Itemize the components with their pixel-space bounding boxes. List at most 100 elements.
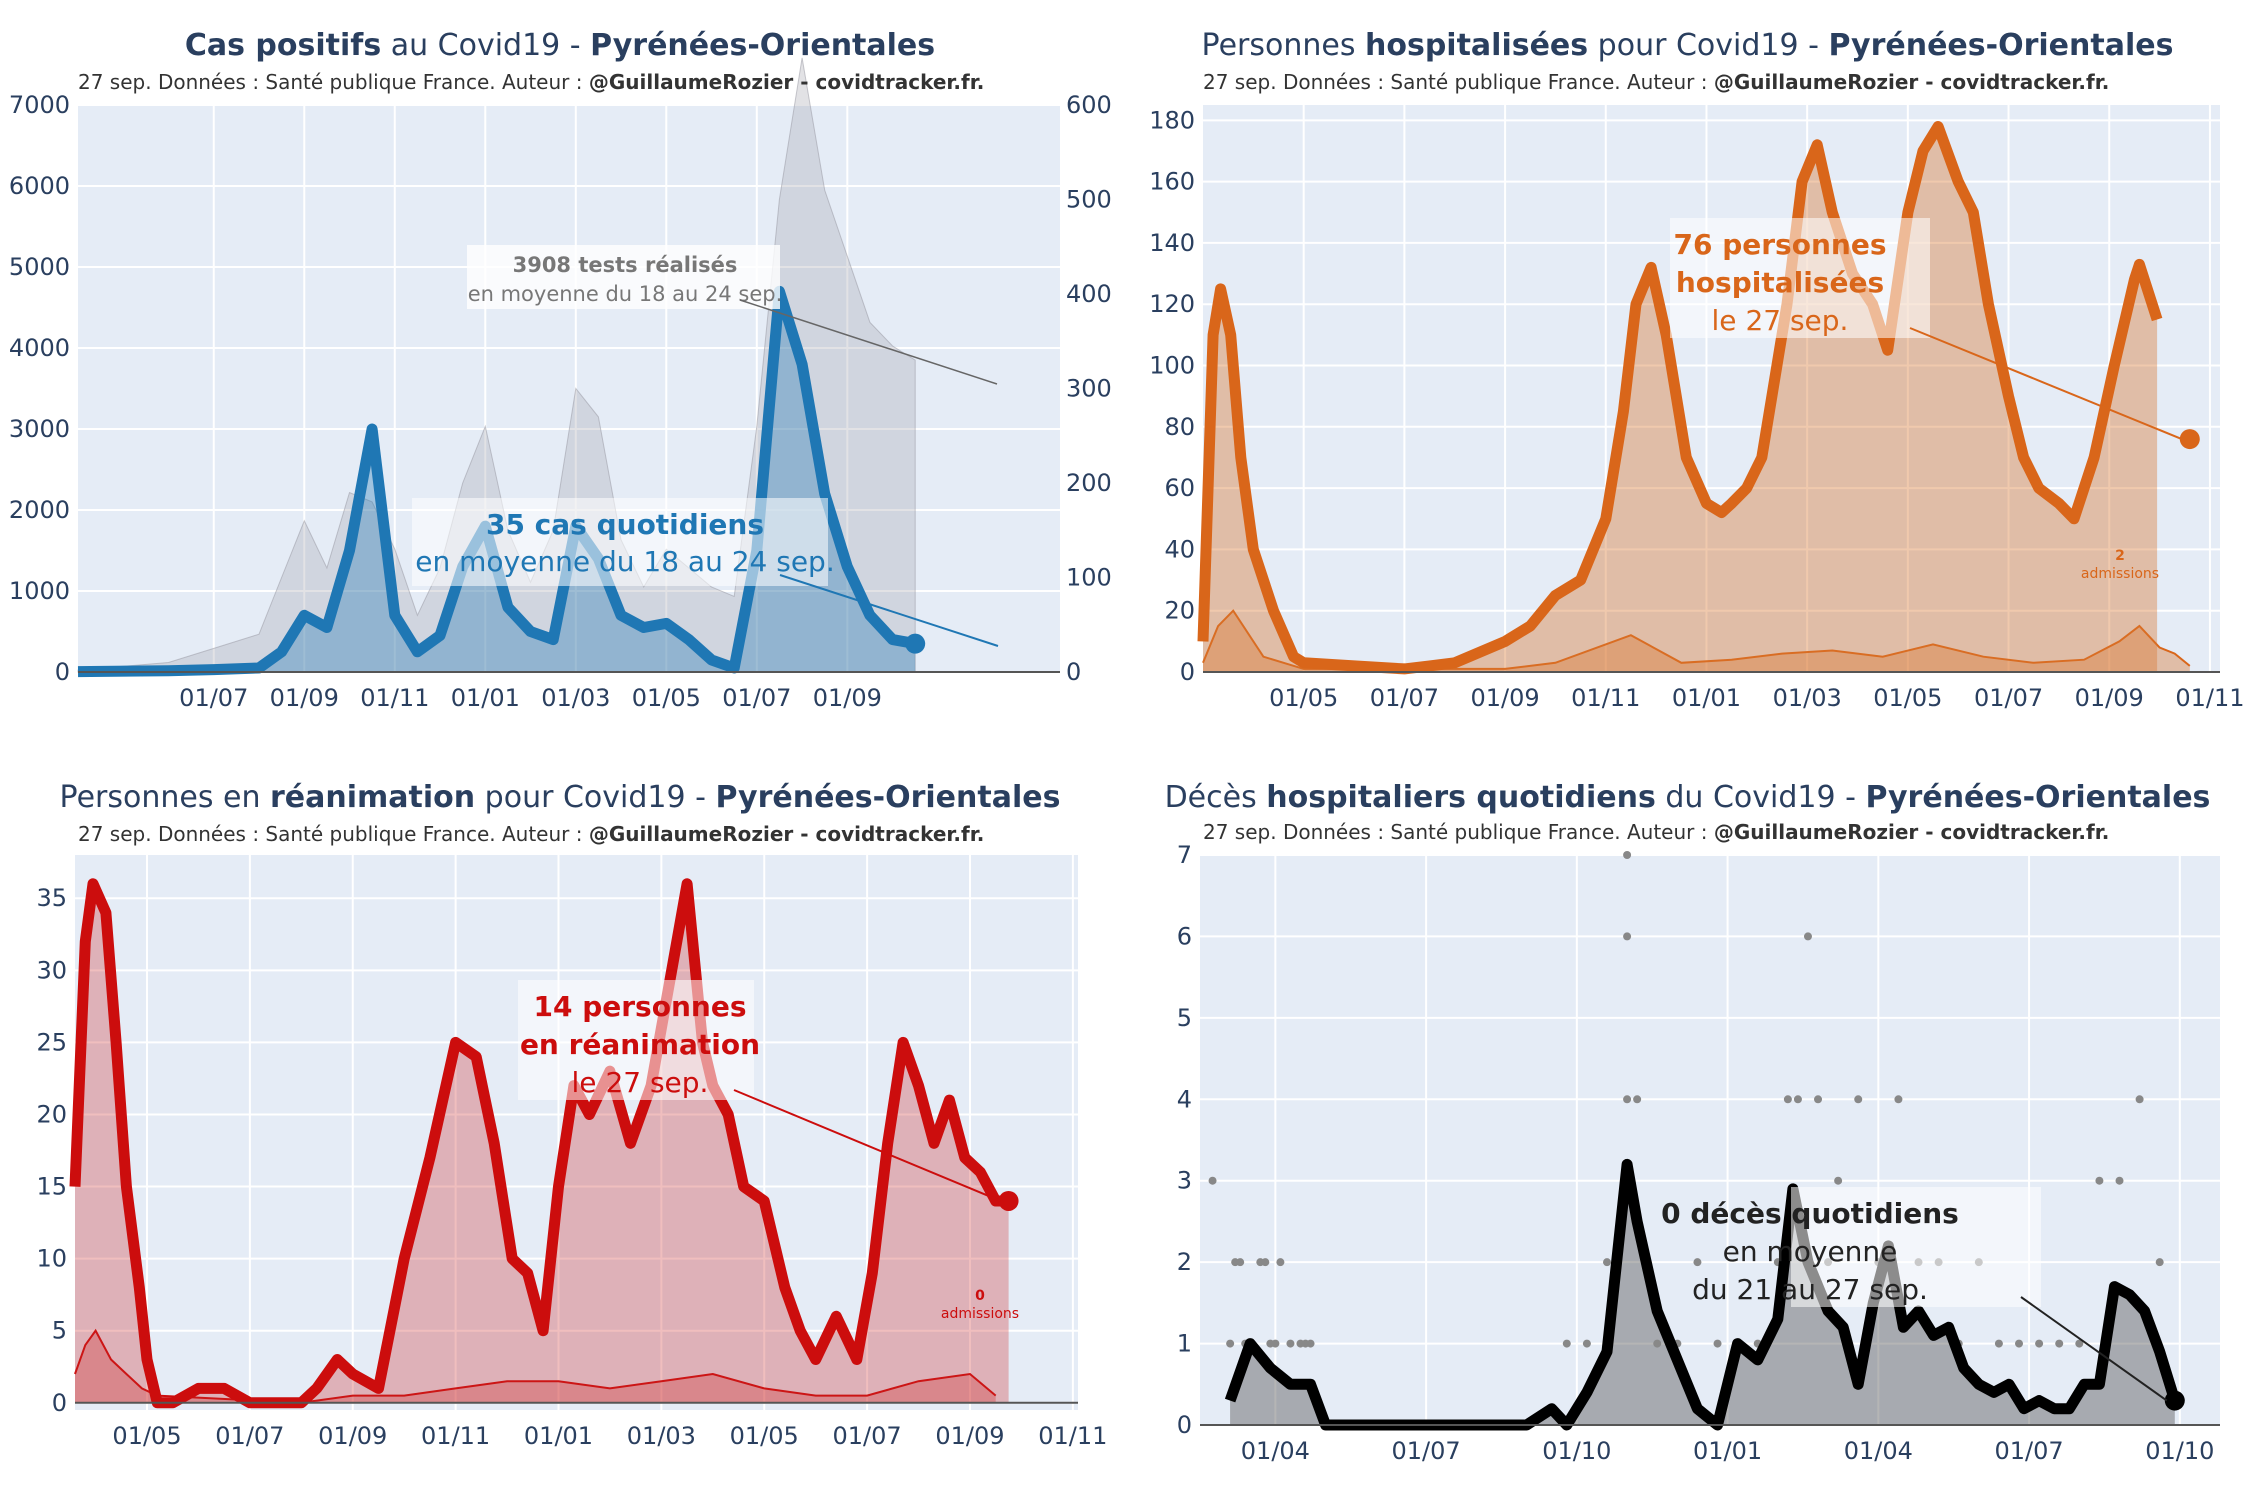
x-tick-label: 01/01 bbox=[451, 684, 520, 712]
y-tick-label: 35 bbox=[36, 884, 67, 912]
annotation-arrow bbox=[2020, 1296, 2168, 1402]
x-tick-label: 01/11 bbox=[1571, 684, 1640, 712]
annotation-arrow bbox=[739, 299, 998, 385]
title-part: hospitalisées bbox=[1365, 28, 1589, 63]
chart-panel-cas: Cas positifs au Covid19 - Pyrénées-Orien… bbox=[0, 0, 1120, 740]
scatter-point bbox=[2075, 1339, 2084, 1348]
chart-source: 27 sep. Données : Santé publique France.… bbox=[78, 70, 985, 94]
scatter-point bbox=[1633, 1095, 1642, 1104]
scatter-point bbox=[1623, 1095, 1632, 1104]
y-tick-label: 4000 bbox=[9, 334, 70, 362]
title-part: au Covid19 - bbox=[381, 28, 591, 63]
x-tick-label: 01/05 bbox=[1873, 684, 1942, 712]
plot-background bbox=[1200, 855, 2220, 1425]
x-tick-label: 01/07 bbox=[1974, 684, 2043, 712]
y-tick-label: 140 bbox=[1149, 229, 1195, 257]
x-tick-label: 01/11 bbox=[421, 1422, 490, 1450]
x-tick-label: 01/05 bbox=[632, 684, 701, 712]
y-tick-label: 160 bbox=[1149, 168, 1195, 196]
y-tick-label: 5000 bbox=[9, 253, 70, 281]
chart-title: Cas positifs au Covid19 - Pyrénées-Orien… bbox=[0, 28, 1120, 63]
chart-svg-rea: 0 5 10 15 20 25 30 35 01/05 01/07 01/09 01/11 01/01 0… bbox=[36, 855, 1107, 1450]
x-tick-label: 01/10 bbox=[2145, 1437, 2214, 1465]
scatter-point bbox=[2095, 1176, 2104, 1185]
x-tick-label: 01/09 bbox=[813, 684, 882, 712]
x-tick-label: 01/10 bbox=[1542, 1437, 1611, 1465]
scatter-point bbox=[1693, 1258, 1702, 1267]
y2-tick-label: 400 bbox=[1066, 280, 1112, 308]
chart-svg-deces: 0 1 2 3 4 5 6 7 01/04 01/07 01/10 01/01 01/04 01/07 01… bbox=[1177, 841, 2220, 1465]
title-part: hospitaliers quotidiens bbox=[1266, 780, 1656, 815]
x-tick-label: 01/01 bbox=[1693, 1437, 1762, 1465]
y2-tick-label: 300 bbox=[1066, 375, 1112, 403]
scatter-point bbox=[1261, 1258, 1270, 1267]
title-part: pour Covid19 - bbox=[475, 780, 716, 815]
title-part: Pyrénées-Orientales bbox=[1865, 780, 2211, 815]
scatter-point bbox=[2055, 1339, 2064, 1348]
annotation-value: 14 personnes bbox=[534, 990, 747, 1023]
scatter-point bbox=[1226, 1339, 1235, 1348]
last-value-marker bbox=[998, 1190, 1019, 1211]
scatter-point bbox=[1276, 1258, 1285, 1267]
x-tick-label: 01/03 bbox=[1773, 684, 1842, 712]
scatter-point bbox=[1653, 1339, 1662, 1348]
x-tick-label: 01/07 bbox=[1370, 684, 1439, 712]
annotation-value: 0 décès quotidiens bbox=[1661, 1197, 1959, 1230]
y-tick-label: 0 bbox=[1177, 1411, 1192, 1439]
y-tick-label: 15 bbox=[36, 1173, 67, 1201]
scatter-point bbox=[1783, 1095, 1792, 1104]
annotation-box bbox=[518, 980, 754, 1100]
scatter-point bbox=[1793, 1095, 1802, 1104]
plot-background bbox=[1203, 105, 2220, 672]
title-part: Personnes en bbox=[59, 780, 271, 815]
y-tick-label: 5 bbox=[1177, 1004, 1192, 1032]
x-tick-label: 01/01 bbox=[524, 1422, 593, 1450]
title-part: Personnes bbox=[1201, 28, 1365, 63]
y2-tick-label: 500 bbox=[1066, 186, 1112, 214]
admissions-value: 2 bbox=[2115, 548, 2125, 564]
annotation-detail: en moyenne du 18 au 24 sep. bbox=[415, 545, 834, 578]
y-tick-label: 6 bbox=[1177, 922, 1192, 950]
title-part: Décès bbox=[1164, 780, 1267, 815]
annotation-detail: en moyenne du 18 au 24 sep. bbox=[468, 282, 783, 306]
y-tick-label: 0 bbox=[52, 1389, 67, 1417]
scatter-point bbox=[1854, 1095, 1863, 1104]
series-area bbox=[1230, 1164, 2175, 1425]
x-tick-label: 01/11 bbox=[2175, 684, 2244, 712]
admissions-area bbox=[1203, 610, 2190, 672]
chart-svg-hosp: 0 20 40 60 80 100 120 140 160 180 01/05 01/07 01/09 0… bbox=[1149, 105, 2245, 712]
scatter-point bbox=[2015, 1339, 2024, 1348]
x-tick-label: 01/05 bbox=[730, 1422, 799, 1450]
chart-panel-deces: Décès hospitaliers quotidiens du Covid19… bbox=[1125, 750, 2250, 1500]
x-tick-label: 01/07 bbox=[179, 684, 248, 712]
y2-tick-label: 200 bbox=[1066, 469, 1112, 497]
y-tick-label: 6000 bbox=[9, 172, 70, 200]
scatter-point bbox=[2115, 1176, 2124, 1185]
chart-panel-hosp: Personnes hospitalisées pour Covid19 - P… bbox=[1125, 0, 2250, 740]
x-tick-label: 01/03 bbox=[541, 684, 610, 712]
annotation-box bbox=[1791, 1187, 2041, 1307]
title-part: pour Covid19 - bbox=[1588, 28, 1829, 63]
chart-source: 27 sep. Données : Santé publique France.… bbox=[1203, 820, 2110, 844]
scatter-point bbox=[1271, 1339, 1280, 1348]
title-part: du Covid19 - bbox=[1655, 780, 1866, 815]
chart-source: 27 sep. Données : Santé publique France.… bbox=[78, 822, 985, 846]
y-tick-label: 3000 bbox=[9, 415, 70, 443]
y-tick-label: 30 bbox=[36, 956, 67, 984]
y2-tick-label: 0 bbox=[1066, 658, 1081, 686]
last-value-marker bbox=[2179, 429, 2200, 450]
series-area bbox=[75, 883, 1009, 1403]
x-tick-label: 01/11 bbox=[360, 684, 429, 712]
x-tick-label: 01/07 bbox=[1392, 1437, 1461, 1465]
y-tick-label: 40 bbox=[1164, 535, 1195, 563]
x-tick-label: 01/04 bbox=[1241, 1437, 1310, 1465]
title-part: Pyrénées-Orientales bbox=[1828, 28, 2174, 63]
annotation-value: hospitalisées bbox=[1676, 266, 1884, 299]
scatter-point bbox=[1623, 851, 1632, 859]
annotation-value: en réanimation bbox=[520, 1028, 760, 1061]
x-tick-label: 01/09 bbox=[270, 684, 339, 712]
scatter-point bbox=[1301, 1339, 1310, 1348]
annotation-arrow bbox=[733, 1089, 1001, 1202]
annotation-box bbox=[412, 498, 828, 586]
